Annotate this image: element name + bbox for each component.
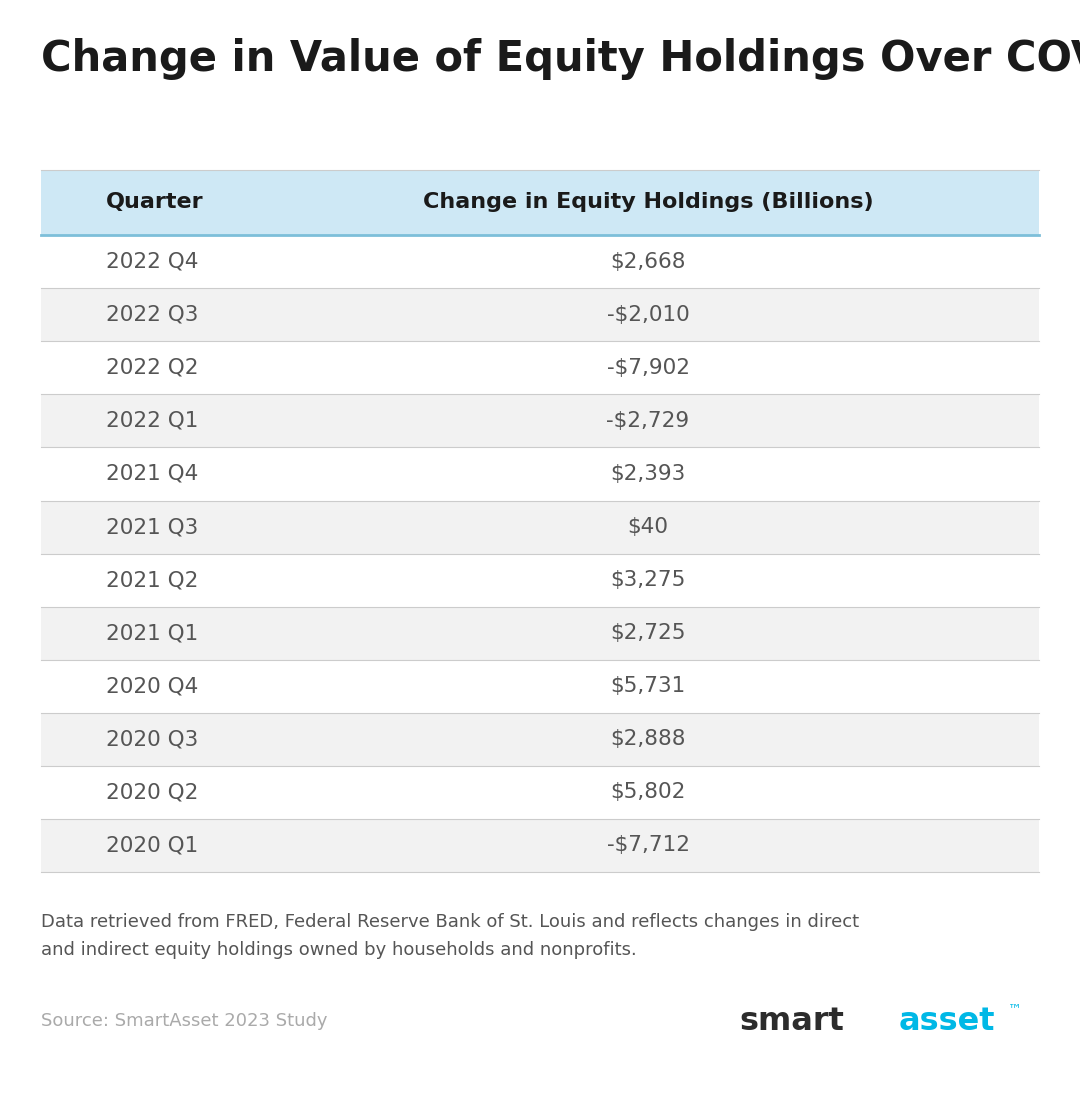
Text: smart: smart	[740, 1006, 845, 1037]
Bar	[41, 554, 1039, 607]
Text: Change in Equity Holdings (Billions): Change in Equity Holdings (Billions)	[422, 193, 874, 212]
Text: asset: asset	[899, 1006, 995, 1037]
Text: Quarter: Quarter	[106, 193, 203, 212]
Bar	[41, 818, 1039, 872]
Bar	[41, 235, 1039, 289]
Text: Change in Value of Equity Holdings Over COVID: Change in Value of Equity Holdings Over …	[41, 38, 1080, 80]
Text: 2021 Q1: 2021 Q1	[106, 624, 198, 643]
Text: -$2,010: -$2,010	[607, 305, 689, 325]
Bar	[41, 766, 1039, 818]
Text: Data retrieved from FRED, Federal Reserve Bank of St. Louis and reflects changes: Data retrieved from FRED, Federal Reserv…	[41, 913, 860, 959]
Text: 2022 Q1: 2022 Q1	[106, 411, 199, 431]
Text: 2021 Q3: 2021 Q3	[106, 517, 198, 537]
Bar	[41, 395, 1039, 447]
Bar	[41, 341, 1039, 395]
Text: 2020 Q4: 2020 Q4	[106, 676, 199, 696]
Text: -$2,729: -$2,729	[607, 411, 689, 431]
Text: 2021 Q4: 2021 Q4	[106, 464, 199, 484]
Text: 2020 Q1: 2020 Q1	[106, 836, 198, 856]
Bar	[41, 501, 1039, 554]
Text: 2022 Q4: 2022 Q4	[106, 252, 199, 271]
Bar	[41, 447, 1039, 501]
Text: -$7,712: -$7,712	[607, 836, 689, 856]
Text: 2021 Q2: 2021 Q2	[106, 570, 199, 590]
Text: $2,393: $2,393	[610, 464, 686, 484]
Text: $40: $40	[627, 517, 669, 537]
Text: 2020 Q3: 2020 Q3	[106, 730, 198, 749]
Text: $2,725: $2,725	[610, 624, 686, 643]
Text: 2020 Q2: 2020 Q2	[106, 782, 199, 802]
Text: $2,888: $2,888	[610, 730, 686, 749]
Text: 2022 Q3: 2022 Q3	[106, 305, 199, 325]
Text: Source: SmartAsset 2023 Study: Source: SmartAsset 2023 Study	[41, 1012, 327, 1029]
Text: $5,802: $5,802	[610, 782, 686, 802]
Bar	[41, 713, 1039, 766]
Text: $3,275: $3,275	[610, 570, 686, 590]
Bar	[41, 660, 1039, 713]
Text: ™: ™	[1008, 1002, 1022, 1016]
Text: 2022 Q2: 2022 Q2	[106, 358, 199, 377]
Bar	[41, 289, 1039, 341]
Text: -$7,902: -$7,902	[607, 358, 689, 377]
Bar	[41, 607, 1039, 660]
Text: $2,668: $2,668	[610, 252, 686, 271]
Text: $5,731: $5,731	[610, 676, 686, 696]
Bar	[41, 170, 1039, 235]
